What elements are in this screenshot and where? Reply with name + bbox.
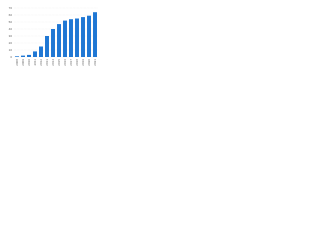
y-tick-label: 30 [9, 34, 13, 38]
x-tick-label: 2011 [33, 59, 37, 66]
bar [51, 29, 55, 57]
x-tick-label: 2012 [39, 59, 43, 66]
x-tick-label: 2008 [15, 59, 19, 66]
y-tick-label: 60 [9, 13, 13, 17]
x-tick-label: 2015 [57, 59, 61, 66]
x-tick-label: 2014 [51, 59, 55, 66]
bar [69, 19, 73, 57]
y-tick-label: 20 [9, 41, 13, 45]
page: {"chart_data": {"type": "bar", "categori… [0, 0, 320, 71]
x-tick-label: 2017 [69, 59, 73, 66]
y-tick-label: 0 [10, 55, 12, 59]
x-tick-label: 2010 [27, 59, 31, 66]
bar [57, 24, 61, 58]
bar [15, 56, 19, 57]
x-tick-label: 2018 [75, 59, 79, 66]
x-tick-label: 2016 [63, 59, 67, 66]
bar [39, 46, 43, 57]
y-tick-label: 70 [9, 6, 13, 10]
y-tick-label: 50 [9, 20, 13, 24]
bar [87, 15, 91, 57]
x-tick-label: 2009 [21, 59, 25, 66]
x-tick-label: 2019 [81, 59, 85, 66]
bar [81, 17, 85, 58]
x-tick-label: 2013 [45, 59, 49, 66]
y-tick-label: 10 [9, 48, 13, 52]
x-tick-label: 2021 [93, 59, 97, 66]
bar [27, 54, 31, 57]
bar [75, 18, 79, 57]
bar [45, 36, 49, 57]
bar [93, 12, 97, 57]
x-tick-label: 2020 [87, 59, 91, 66]
bar [63, 20, 67, 58]
bar [33, 51, 37, 57]
bar [21, 55, 25, 57]
y-tick-label: 40 [9, 27, 13, 31]
